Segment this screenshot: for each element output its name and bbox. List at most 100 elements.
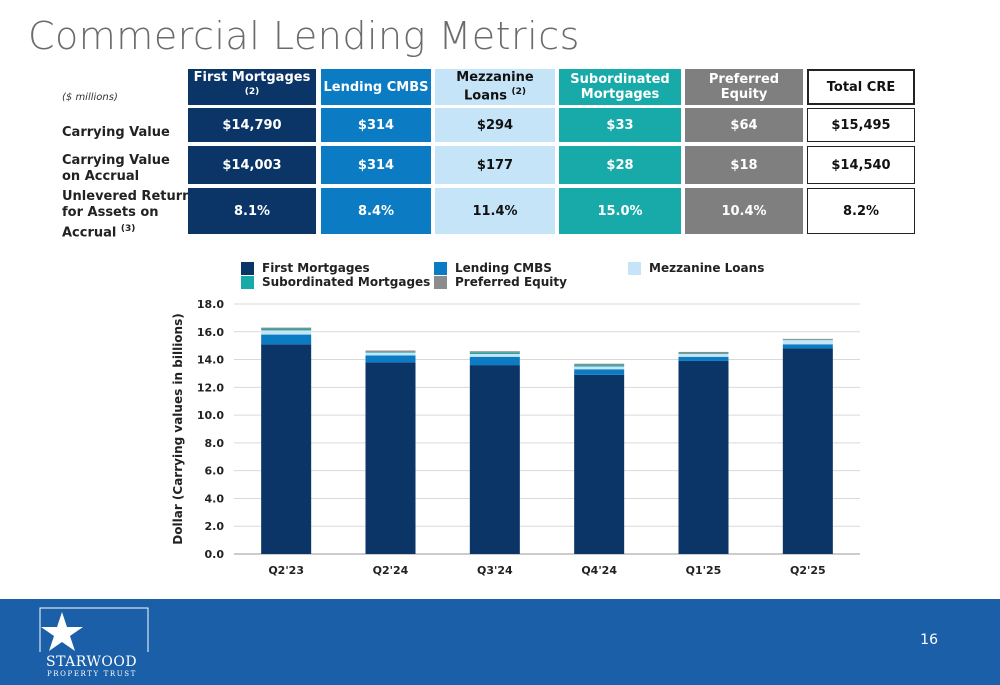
header-mezzanine-loans: Mezzanine Loans (2) (435, 69, 555, 105)
cell-cva-preferred-equity: $18 (685, 146, 803, 184)
y-tick-label: 0.0 (205, 548, 225, 561)
cell-cv-first-mortgages: $14,790 (188, 108, 316, 142)
brand-name: STARWOOD (46, 654, 138, 670)
row-label-cva-line2: on Accrual (62, 169, 140, 184)
row-label-ur-note: (3) (120, 224, 136, 234)
y-axis-label: Dollar (Carrying values in billions) (171, 313, 185, 544)
x-tick-label: Q2'25 (790, 564, 826, 577)
bar-segment-lending-cmbs (782, 344, 833, 349)
header-first-mortgages-label: First Mortgages (193, 70, 311, 86)
cell-ur-first-mortgages: 8.1% (188, 188, 316, 234)
header-sub-line1: Subordinated (570, 72, 670, 87)
legend-item-preferred-equity: Preferred Equity (434, 275, 567, 289)
bar-segment-first-mortgages (782, 348, 833, 554)
bar-segment-first-mortgages (365, 362, 416, 554)
page-number: 16 (920, 632, 938, 648)
header-first-mortgages-note: (2) (244, 87, 260, 98)
units-label: ($ millions) (62, 92, 118, 103)
bar-segment-subordinated-mortgages (365, 351, 416, 353)
header-mezz-line1: Mezzanine (456, 70, 534, 86)
bar-segment-mezzanine-loans (782, 340, 833, 345)
legend-item-subordinated-mortgages: Subordinated Mortgages (241, 275, 430, 289)
cell-cva-mezzanine: $177 (435, 146, 555, 184)
y-tick-label: 14.0 (197, 354, 224, 367)
bar-segment-preferred-equity (261, 327, 312, 329)
bar-segment-first-mortgages (261, 344, 312, 554)
row-label-cva-line1: Carrying Value (62, 153, 170, 168)
x-tick-label: Q1'25 (686, 564, 722, 577)
row-label-ur-line2: for Assets on (62, 205, 159, 220)
cell-ur-lending-cmbs: 8.4% (321, 188, 431, 234)
bar-segment-subordinated-mortgages (261, 329, 312, 331)
bar-segment-first-mortgages (469, 365, 520, 554)
bar-segment-preferred-equity (469, 351, 520, 353)
row-label-unlevered-return: Unlevered Return for Assets on Accrual (… (62, 189, 191, 241)
cell-ur-mezzanine: 11.4% (435, 188, 555, 234)
bar-segment-lending-cmbs (261, 334, 312, 345)
legend-swatch-first-mortgages (241, 261, 254, 275)
bar-segment-preferred-equity (574, 363, 625, 366)
legend-item-first-mortgages: First Mortgages (241, 261, 370, 275)
cell-cva-total: $14,540 (807, 146, 915, 184)
header-preferred-equity: Preferred Equity (685, 69, 803, 105)
bar-segment-lending-cmbs (574, 369, 625, 375)
y-tick-label: 12.0 (197, 381, 224, 394)
bar-segment-subordinated-mortgages (469, 352, 520, 354)
star-icon (41, 612, 83, 651)
logo-frame (39, 607, 149, 652)
x-tick-label: Q2'23 (268, 564, 304, 577)
stacked-bar-chart: 0.0 2.0 4.0 6.0 8.0 10.0 12.0 14.0 16.0 18.0 Dolla… (171, 298, 860, 577)
legend-label-lending-cmbs: Lending CMBS (455, 261, 552, 275)
legend-swatch-preferred-equity (434, 275, 447, 289)
cell-cva-lending-cmbs: $314 (321, 146, 431, 184)
cell-cv-preferred-equity: $64 (685, 108, 803, 142)
cell-cv-mezzanine: $294 (435, 108, 555, 142)
bar-segment-lending-cmbs (678, 356, 729, 361)
legend-label-subordinated-mortgages: Subordinated Mortgages (262, 275, 431, 289)
row-label-carrying-value-accrual: Carrying Value on Accrual (62, 153, 170, 185)
header-lending-cmbs: Lending CMBS (321, 69, 431, 105)
bar-segment-lending-cmbs (469, 356, 520, 366)
bar-segment-subordinated-mortgages (574, 365, 625, 367)
cell-ur-subordinated: 15.0% (559, 188, 681, 234)
y-tick-label: 6.0 (205, 465, 225, 478)
bar-segment-preferred-equity (678, 351, 729, 354)
footer-bar: STARWOOD PROPERTY TRUST 16 (0, 599, 1000, 685)
bar-segment-lending-cmbs (365, 355, 416, 363)
bar-segment-mezzanine-loans (574, 366, 625, 370)
cell-cv-total: $15,495 (807, 108, 915, 142)
x-tick-label: Q3'24 (477, 564, 513, 577)
cell-ur-total: 8.2% (807, 188, 915, 234)
row-label-ur-line3: Accrual (62, 225, 117, 241)
bar-segment-mezzanine-loans (261, 330, 312, 335)
bar-segment-preferred-equity (782, 338, 833, 340)
y-tick-label: 4.0 (205, 492, 225, 505)
y-tick-label: 8.0 (205, 437, 225, 450)
brand-tagline: PROPERTY TRUST (47, 670, 137, 678)
bar-segment-preferred-equity (365, 350, 416, 352)
page-title: Commercial Lending Metrics (28, 14, 580, 58)
y-tick-label: 18.0 (197, 298, 224, 311)
y-tick-label: 10.0 (197, 409, 224, 422)
x-tick-label: Q2'24 (373, 564, 409, 577)
header-mezz-note: (2) (511, 87, 527, 98)
row-label-carrying-value: Carrying Value (62, 125, 170, 140)
header-sub-line2: Mortgages (580, 87, 660, 102)
y-tick-label: 2.0 (205, 520, 225, 533)
header-first-mortgages: First Mortgages (2) (188, 69, 316, 105)
legend-label-mezzanine-loans: Mezzanine Loans (649, 261, 765, 275)
legend-swatch-lending-cmbs (434, 261, 447, 275)
bar-segment-mezzanine-loans (365, 352, 416, 356)
legend-label-first-mortgages: First Mortgages (262, 261, 370, 275)
header-subordinated-mortgages: Subordinated Mortgages (559, 69, 681, 105)
header-total-cre: Total CRE (807, 69, 915, 105)
cell-cva-subordinated: $28 (559, 146, 681, 184)
legend-item-mezzanine-loans: Mezzanine Loans (628, 261, 764, 275)
cell-ur-preferred-equity: 10.4% (685, 188, 803, 234)
bar-segment-subordinated-mortgages (678, 353, 729, 354)
x-tick-label: Q4'24 (581, 564, 617, 577)
cell-cv-subordinated: $33 (559, 108, 681, 142)
bar-segment-first-mortgages (574, 374, 625, 554)
bar-segment-mezzanine-loans (469, 354, 520, 357)
bar-segment-first-mortgages (678, 360, 729, 554)
